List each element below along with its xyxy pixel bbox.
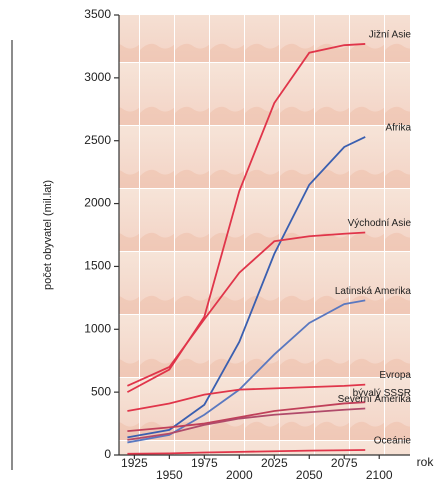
x-tick-label: 2100 <box>366 468 393 482</box>
series-label: Evropa <box>379 370 411 381</box>
y-tick-label: 3000 <box>84 70 111 84</box>
x-tick-label: 2050 <box>296 468 323 482</box>
x-axis-label: rok <box>417 455 435 469</box>
series-line <box>126 43 366 393</box>
series-line <box>127 383 366 412</box>
y-tick-label: 3500 <box>84 7 111 21</box>
y-tick-label: 2000 <box>84 196 111 210</box>
x-tick-label: 1925 <box>121 456 148 470</box>
x-tick-label: 1975 <box>191 456 218 470</box>
x-tick-label: 1950 <box>156 468 183 482</box>
y-axis-label: počet obyvatel (mil.lat) <box>42 180 54 290</box>
series-line <box>127 407 366 441</box>
series-line <box>127 401 366 433</box>
series-line <box>127 449 366 455</box>
y-tick-label: 500 <box>91 384 111 398</box>
y-tick-label: 1500 <box>84 259 111 273</box>
x-tick-label: 2000 <box>226 468 253 482</box>
series-label: Afrika <box>385 123 411 134</box>
series-label: Oceánie <box>374 436 412 447</box>
series-label: Latinská Amerika <box>335 286 412 297</box>
series-label: Severní Amerika <box>338 394 412 405</box>
x-tick-label: 2075 <box>331 456 358 470</box>
y-tick-label: 0 <box>104 447 111 461</box>
x-tick-label: 2025 <box>261 456 288 470</box>
series-line <box>127 231 366 387</box>
series-label: Východní Asie <box>348 218 412 229</box>
plot-background <box>119 15 410 455</box>
y-tick-label: 2500 <box>84 133 111 147</box>
series-label: bývalý SSSR <box>353 388 411 399</box>
series-label: Jižní Asie <box>369 30 412 41</box>
series-line <box>127 136 366 439</box>
y-tick-label: 1000 <box>84 321 111 335</box>
